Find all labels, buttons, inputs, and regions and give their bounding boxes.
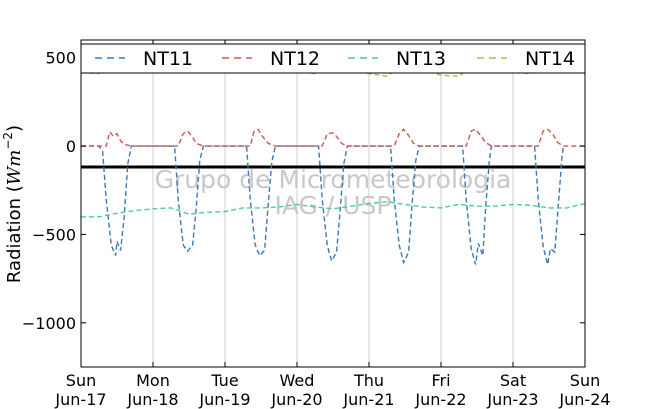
legend-label-nt12: NT12: [270, 48, 320, 70]
plot-background: [81, 40, 585, 367]
y-axis-label-unit: Wm: [4, 150, 25, 186]
x-tick-day: Wed: [280, 371, 315, 390]
y-axis-label: Radiation (Wm−2): [1, 125, 25, 283]
y-tick-label: −1000: [22, 314, 76, 333]
x-tick-day: Sun: [570, 371, 600, 390]
y-tick-label: −500: [32, 225, 76, 244]
x-tick-day: Fri: [431, 371, 450, 390]
plot-frame: [80, 39, 586, 368]
y-axis: 500 0 −500 −1000: [22, 49, 585, 333]
x-tick-date: Jun-24: [558, 390, 610, 409]
x-tick-date: Jun-23: [486, 390, 538, 409]
x-tick-date: Jun-20: [270, 390, 322, 409]
x-tick-date: Jun-17: [54, 390, 106, 409]
x-tick-day: Thu: [353, 371, 384, 390]
series-line-nt12: [81, 128, 585, 147]
x-tick-date: Jun-18: [126, 390, 178, 409]
y-axis-label-text: Radiation (: [4, 185, 25, 283]
x-tick-day: Mon: [136, 371, 170, 390]
legend-label-nt11: NT11: [143, 48, 193, 70]
y-tick-label: 0: [66, 137, 76, 156]
y-tick-label: 500: [45, 49, 76, 68]
watermark-line-2: IAG / USP: [275, 191, 392, 220]
series-line-nt13: [81, 200, 586, 218]
legend-label-nt13: NT13: [396, 48, 446, 70]
legend: NT11 NT12 NT13 NT14: [80, 43, 586, 74]
y-axis-label-close: ): [4, 125, 25, 132]
x-tick-date: Jun-22: [414, 390, 466, 409]
legend-label-nt14: NT14: [525, 48, 575, 70]
x-axis: SunJun-17MonJun-18TueJun-19WedJun-20ThuJ…: [54, 40, 611, 409]
legend-items: NT11 NT12 NT13 NT14: [95, 48, 575, 70]
x-tick-day: Sun: [66, 371, 96, 390]
x-tick-date: Jun-19: [198, 390, 250, 409]
x-tick-day: Tue: [210, 371, 238, 390]
y-axis-label-exponent: −2: [1, 132, 15, 150]
x-tick-date: Jun-21: [342, 390, 394, 409]
x-tick-day: Sat: [500, 371, 526, 390]
watermark-line-1: Grupo de Micrometeorologia: [155, 165, 512, 194]
watermark: Grupo de Micrometeorologia IAG / USP: [155, 165, 512, 220]
